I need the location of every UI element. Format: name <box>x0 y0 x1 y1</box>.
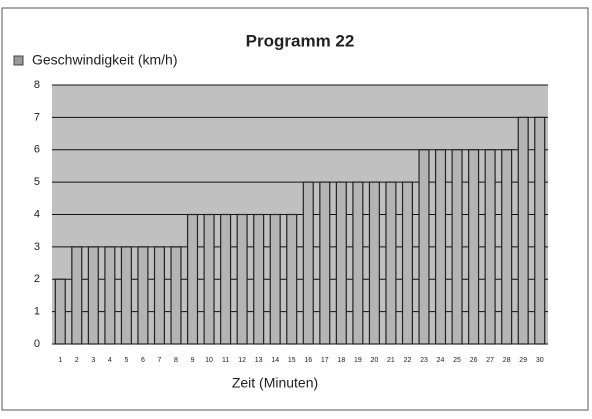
y-tick-label: 2 <box>34 273 40 285</box>
x-tick-label: 29 <box>519 357 527 364</box>
x-tick-label: 6 <box>141 357 145 364</box>
bar <box>517 116 529 345</box>
bar <box>335 181 347 345</box>
x-tick-label: 16 <box>304 357 312 364</box>
chart-title: Programm 22 <box>246 31 355 50</box>
x-tick-label: 10 <box>205 357 213 364</box>
x-tick-label: 28 <box>503 357 511 364</box>
bar <box>220 213 232 345</box>
y-tick-label: 3 <box>34 241 40 253</box>
bar <box>468 149 480 345</box>
x-tick-label: 15 <box>288 357 296 364</box>
x-tick-label: 8 <box>174 357 178 364</box>
x-tick-label: 20 <box>371 357 379 364</box>
x-tick-label: 4 <box>108 357 112 364</box>
y-tick-label: 0 <box>34 338 40 350</box>
bar <box>120 246 132 345</box>
x-tick-label: 13 <box>255 357 263 364</box>
legend-label: Geschwindigkeit (km/h) <box>32 52 178 68</box>
bar <box>54 278 66 345</box>
x-tick-label: 17 <box>321 357 329 364</box>
bar <box>501 149 513 345</box>
x-tick-label: 23 <box>420 357 428 364</box>
x-tick-label: 2 <box>75 357 79 364</box>
y-tick-label: 8 <box>34 79 40 91</box>
x-axis-label: Zeit (Minuten) <box>232 375 318 391</box>
bar <box>434 149 447 345</box>
x-tick-label: 3 <box>91 357 95 364</box>
bar <box>253 213 265 345</box>
bar <box>269 213 281 345</box>
x-tick-label: 18 <box>337 357 345 364</box>
y-tick-label: 7 <box>34 111 40 123</box>
bar <box>352 181 364 345</box>
bar <box>186 213 199 345</box>
y-tick-label: 5 <box>34 176 40 188</box>
x-tick-label: 24 <box>437 357 445 364</box>
bar <box>451 149 463 345</box>
y-tick-label: 6 <box>34 144 40 156</box>
bar <box>170 246 182 345</box>
bar <box>236 213 248 345</box>
x-tick-label: 14 <box>271 357 279 364</box>
x-tick-label: 9 <box>191 357 195 364</box>
x-tick-label: 5 <box>124 357 128 364</box>
bar <box>203 213 215 345</box>
bar <box>534 116 546 345</box>
bar <box>286 213 298 345</box>
bar <box>401 181 414 345</box>
x-tick-label: 26 <box>470 357 478 364</box>
x-tick-label: 1 <box>58 357 62 364</box>
bar <box>71 246 83 345</box>
bar <box>87 246 99 345</box>
x-tick-label: 21 <box>387 357 395 364</box>
x-tick-label: 19 <box>354 357 362 364</box>
legend-marker <box>13 55 24 66</box>
x-tick-label: 25 <box>453 357 461 364</box>
bar <box>302 181 314 345</box>
y-tick-label: 4 <box>34 208 40 220</box>
bar <box>368 181 380 345</box>
bar <box>418 149 430 345</box>
bar <box>137 246 149 345</box>
x-tick-label: 22 <box>404 357 412 364</box>
x-tick-label: 27 <box>486 357 494 364</box>
bar <box>153 246 166 345</box>
bar <box>484 149 496 345</box>
x-tick-label: 12 <box>238 357 246 364</box>
x-tick-label: 7 <box>158 357 162 364</box>
y-tick-label: 1 <box>34 306 40 318</box>
x-tick-label: 11 <box>222 357 229 364</box>
bar <box>104 246 116 345</box>
x-tick-label: 30 <box>536 357 544 364</box>
bar <box>319 181 331 345</box>
bar <box>385 181 397 345</box>
